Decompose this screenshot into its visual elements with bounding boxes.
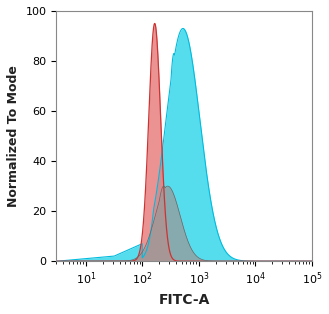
Y-axis label: Normalized To Mode: Normalized To Mode (7, 65, 20, 207)
X-axis label: FITC-A: FITC-A (158, 293, 210, 307)
